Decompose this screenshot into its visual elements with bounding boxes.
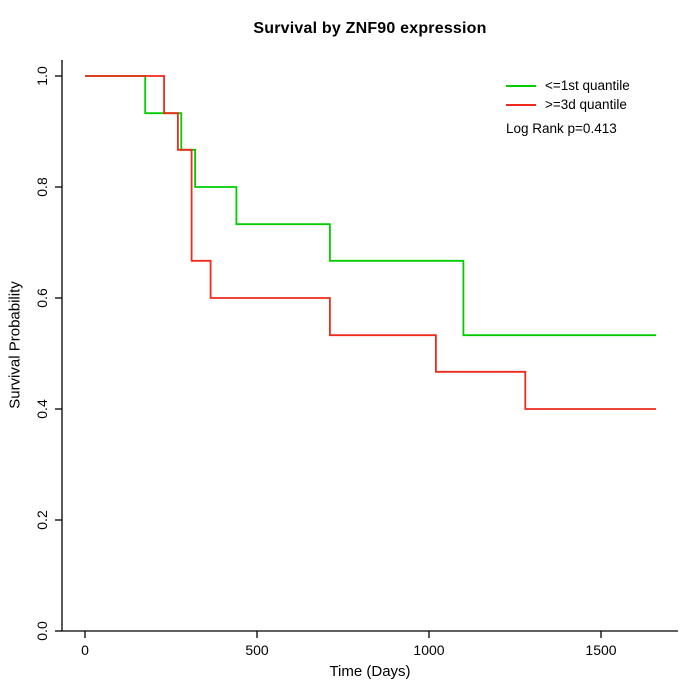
chart-title: Survival by ZNF90 expression <box>253 20 487 37</box>
x-tick-label: 1500 <box>585 642 617 658</box>
legend-item-first-quantile: <=1st quantile <box>506 76 630 95</box>
x-axis-title: Time (Days) <box>329 663 411 680</box>
legend: <=1st quantile >=3d quantile Log Rank p=… <box>506 76 630 136</box>
green-line-swatch <box>506 84 536 87</box>
survival-curve <box>85 75 656 337</box>
x-tick-label: 1000 <box>413 642 445 658</box>
legend-label-first-quantile: <=1st quantile <box>545 78 630 93</box>
y-tick-label: 0.6 <box>34 288 50 308</box>
red-line-swatch <box>506 103 536 106</box>
y-tick-label: 0.2 <box>34 510 50 530</box>
y-tick-label: 0.8 <box>34 177 50 197</box>
x-tick-label: 0 <box>81 642 89 658</box>
legend-label-third-quantile: >=3d quantile <box>545 97 627 112</box>
y-tick-label: 0.4 <box>34 399 50 419</box>
log-rank-pvalue: Log Rank p=0.413 <box>506 121 617 136</box>
legend-item-third-quantile: >=3d quantile <box>506 95 630 114</box>
y-axis-title: Survival Probability <box>6 281 24 409</box>
x-tick-label: 500 <box>245 642 269 658</box>
y-tick-label: 0.0 <box>34 621 50 641</box>
y-tick-label: 1.0 <box>34 66 50 86</box>
survival-curve <box>85 75 656 410</box>
